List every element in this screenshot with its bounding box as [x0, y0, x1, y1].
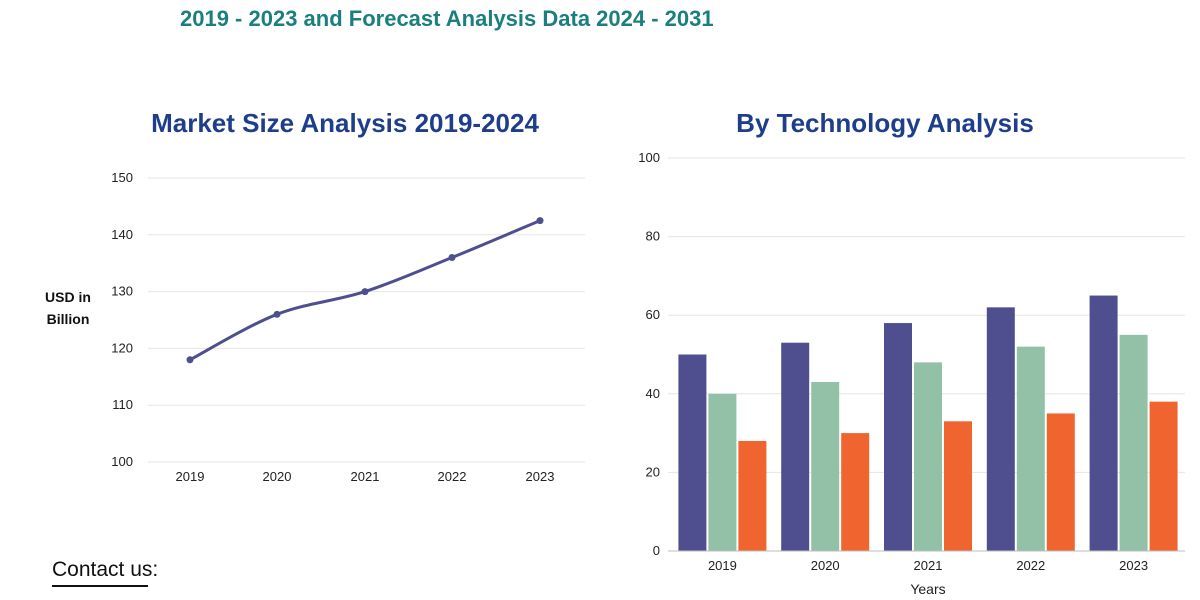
contact-underline [52, 585, 148, 587]
technology-bar-series-3 [841, 433, 870, 551]
line-y-tick-label: 150 [111, 170, 133, 185]
bar-x-tick-label: 2022 [1016, 558, 1045, 573]
market-size-data-point [273, 310, 281, 318]
line-x-tick-label: 2019 [176, 469, 205, 484]
line-x-tick-label: 2021 [351, 469, 380, 484]
market-size-y-axis-label: USD in Billion [45, 289, 91, 327]
bar-x-tick-label: 2023 [1119, 558, 1148, 573]
bar-y-tick-label: 40 [646, 386, 660, 401]
line-y-tick-label: 100 [111, 454, 133, 469]
bar-x-tick-label: 2021 [914, 558, 943, 573]
line-x-tick-label: 2023 [526, 469, 555, 484]
line-y-tick-label: 120 [111, 340, 133, 355]
technology-bar-series-2 [708, 393, 737, 551]
line-y-tick-label: 110 [112, 397, 133, 412]
technology-chart-title: By Technology Analysis [736, 108, 1034, 138]
line-y-tick-label: 130 [111, 284, 133, 299]
bar-y-tick-label: 20 [646, 464, 660, 479]
bar-x-tick-label: 2019 [708, 558, 737, 573]
line-x-tick-label: 2022 [438, 469, 467, 484]
technology-bar-series-1 [986, 307, 1015, 551]
market-size-data-point [448, 254, 456, 262]
technology-bar-series-1 [1089, 295, 1118, 551]
technology-bar-chart: 0 20 40 60 80 100 2019 2020 2021 2022 2023 Years [638, 150, 1185, 597]
market-size-line-chart: 100 110 120 130 140 150 2019 2020 2021 2022 2023 [111, 170, 585, 484]
technology-bar-series-3 [944, 421, 972, 551]
technology-bar-series-1 [884, 323, 912, 551]
technology-bar-series-2 [1119, 334, 1148, 551]
technology-bar-series-1 [781, 342, 810, 551]
bar-y-tick-label: 80 [646, 229, 660, 244]
market-size-data-point [536, 217, 544, 225]
technology-bar-series-2 [1016, 346, 1045, 551]
technology-bar-series-2 [811, 382, 840, 551]
bar-y-tick-label: 60 [646, 307, 660, 322]
bar-x-tick-label: 2020 [811, 558, 840, 573]
market-size-chart-title: Market Size Analysis 2019-2024 [151, 108, 539, 138]
technology-bar-series-3 [738, 440, 767, 551]
technology-bar-series-3 [1149, 401, 1178, 551]
report-subtitle: 2019 - 2023 and Forecast Analysis Data 2… [180, 6, 714, 31]
market-size-data-point [361, 288, 369, 296]
line-x-tick-label: 2020 [263, 469, 292, 484]
bar-y-tick-label: 0 [653, 543, 660, 558]
contact-us-link[interactable]: Contact us: [52, 558, 159, 581]
technology-bar-series-1 [678, 354, 707, 551]
technology-bar-series-3 [1046, 413, 1075, 551]
line-y-tick-label: 140 [111, 227, 133, 242]
technology-bar-series-2 [914, 362, 942, 551]
market-size-data-point [186, 356, 194, 364]
bar-y-tick-label: 100 [638, 150, 660, 165]
bar-x-axis-title: Years [910, 581, 945, 597]
